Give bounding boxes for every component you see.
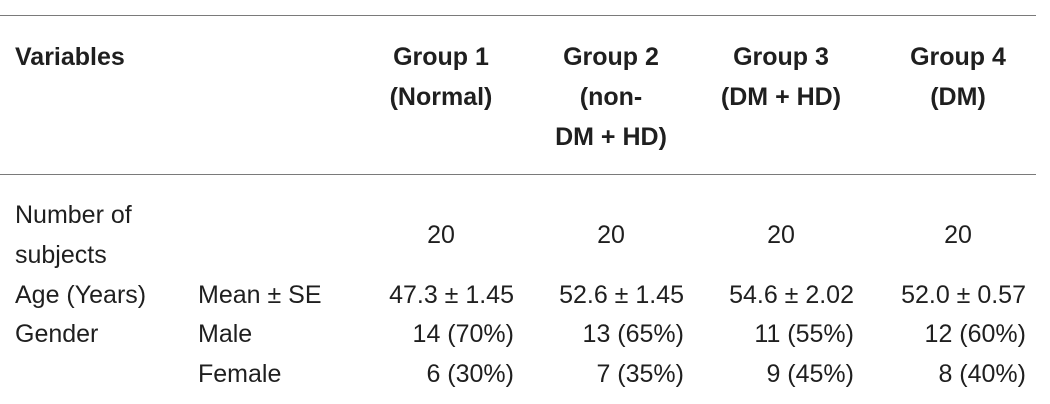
cell-age-g3: 54.6 ± 2.02 [729,281,854,309]
row-label-subjects-line2: subjects [15,241,107,269]
cell-male-g3: 11 (55%) [754,320,854,348]
cell-subjects-g2: 20 [597,221,625,249]
table-header-rule [0,174,1036,175]
header-group-4-line2: (DM) [930,83,986,111]
header-group-1-line1: Group 1 [393,43,489,71]
header-group-1: Group 1 (Normal) [366,37,516,117]
header-group-4: Group 4 (DM) [883,37,1033,117]
header-group-1-line2: (Normal) [389,83,493,111]
header-group-2-line2: (non- [579,83,643,111]
header-group-3-line2: (DM + HD) [720,83,842,111]
row-label-age: Age (Years) [15,281,147,309]
header-group-2: Group 2 (non- DM + HD) [536,37,686,157]
table-top-rule [0,15,1036,16]
sub-label-female: Female [198,360,282,388]
cell-subjects-g1: 20 [427,221,455,249]
sub-label-male: Male [198,320,253,348]
cell-female-g3: 9 (45%) [766,360,854,388]
cell-male-g2: 13 (65%) [582,320,684,348]
cell-female-g2: 7 (35%) [596,360,684,388]
cell-age-g2: 52.6 ± 1.45 [559,281,684,309]
header-group-2-line1: Group 2 [563,43,659,71]
cell-subjects-g4: 20 [944,221,972,249]
cell-male-g4: 12 (60%) [924,320,1026,348]
header-group-3-line1: Group 3 [733,43,829,71]
header-variables: Variables [15,43,125,71]
header-group-3: Group 3 (DM + HD) [706,37,856,117]
header-group-4-line1: Group 4 [910,43,1006,71]
cell-subjects-g3: 20 [767,221,795,249]
row-label-subjects-line1: Number of [15,201,132,229]
cell-male-g1: 14 (70%) [412,320,514,348]
cell-female-g4: 8 (40%) [938,360,1026,388]
header-group-2-line3: DM + HD) [555,123,667,151]
sub-label-mean-se: Mean ± SE [198,281,322,309]
cell-age-g1: 47.3 ± 1.45 [389,281,514,309]
row-label-gender: Gender [15,320,99,348]
cell-age-g4: 52.0 ± 0.57 [901,281,1026,309]
cell-female-g1: 6 (30%) [426,360,514,388]
